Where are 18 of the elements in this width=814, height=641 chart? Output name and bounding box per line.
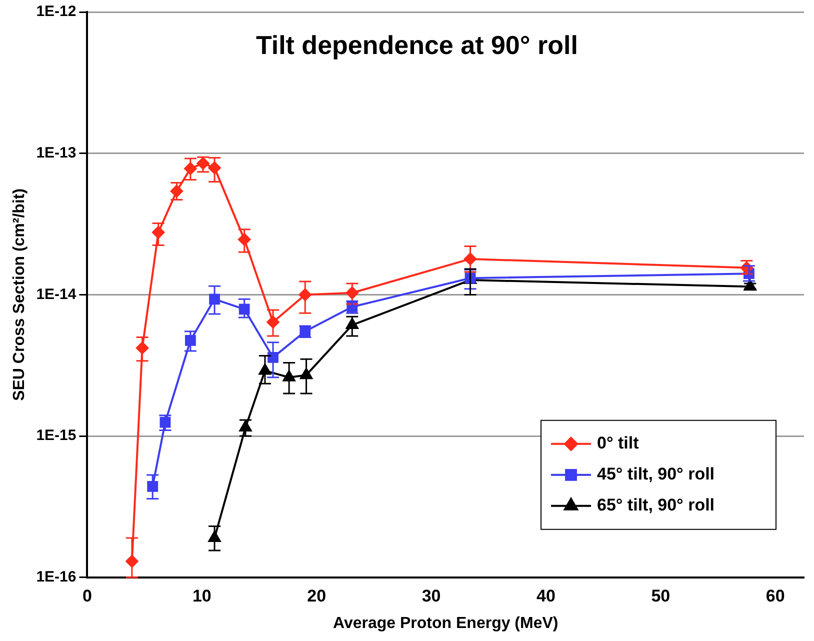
x-tick-label: 20 [307,586,326,606]
legend-label: 65° tilt, 90° roll [597,496,715,515]
x-axis-title: Average Proton Energy (MeV) [332,614,558,632]
y-tick-label: 1E-14 [36,286,77,303]
x-tick-label: 60 [766,586,785,606]
legend-label: 45° tilt, 90° roll [597,464,715,484]
y-tick-label: 1E-15 [36,427,76,444]
y-tick-label: 1E-13 [36,144,76,162]
y-tick-label: 1E-16 [36,568,76,586]
x-tick-label: 50 [651,586,670,606]
text: Tilt dependence at 90° roll [256,30,578,60]
x-tick-label: 10 [192,586,212,606]
x-tick-label: 0 [82,586,92,606]
x-tick-label: 40 [536,586,556,606]
y-axis-title: SEU Cross Section (cm²/bit) [11,188,28,401]
legend-label: 0° tilt [597,434,640,453]
y-tick-label: 1E-12 [36,3,76,20]
x-tick-label: 30 [422,586,441,606]
